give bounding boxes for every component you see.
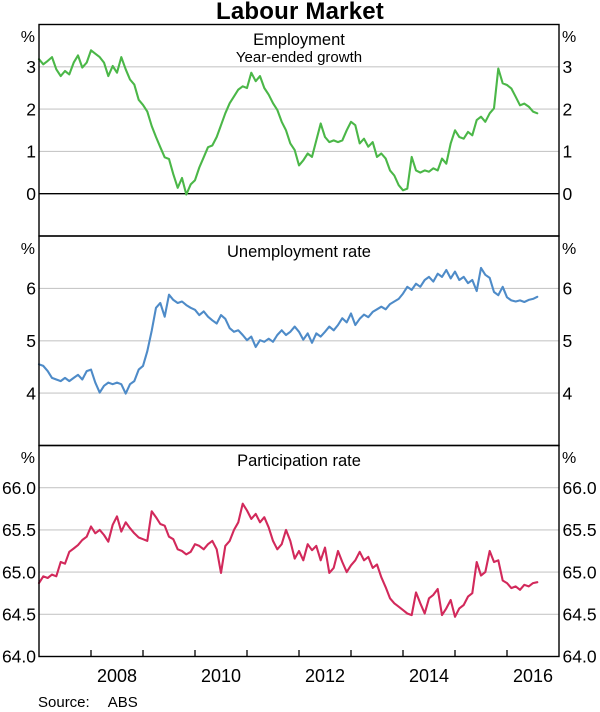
y-tick-label-left: 64.0 xyxy=(2,647,36,667)
x-axis-label-2012: 2012 xyxy=(304,666,346,686)
y-tick-label-right: 3 xyxy=(563,57,573,77)
y-tick-label-left: 5 xyxy=(26,331,36,351)
y-axis-unit-right-employment: % xyxy=(562,29,577,46)
y-axis-unit-left-unemployment: % xyxy=(20,241,35,258)
y-tick-label-left: 66.0 xyxy=(2,478,36,498)
y-tick-label-right: 66.0 xyxy=(563,478,597,498)
y-tick-label-left: 1 xyxy=(26,142,36,162)
data-line-0 xyxy=(37,49,539,196)
y-tick-label-left: 3 xyxy=(26,57,36,77)
y-tick-label-left: 65.0 xyxy=(2,562,36,582)
y-axis-unit-right-participation: % xyxy=(562,450,577,467)
y-tick-label-right: 1 xyxy=(563,142,573,162)
y-tick-label-right: 65.5 xyxy=(563,520,597,540)
y-tick-label-right: 64.5 xyxy=(563,605,597,625)
data-line-2 xyxy=(37,502,539,618)
y-tick-label-right: 6 xyxy=(563,279,573,299)
y-tick-label-right: 5 xyxy=(563,331,573,351)
source-label: Source: xyxy=(38,694,90,711)
y-axis-unit-left-participation: % xyxy=(20,450,35,467)
y-tick-label-right: 2 xyxy=(563,99,573,119)
y-tick-label-left: 4 xyxy=(26,383,36,403)
y-tick-label-left: 65.5 xyxy=(2,520,36,540)
data-line-1 xyxy=(37,266,539,395)
source-value: ABS xyxy=(107,694,138,711)
y-tick-label-left: 6 xyxy=(26,279,36,299)
source-note: Source: ABS xyxy=(38,694,138,711)
y-tick-label-left: 2 xyxy=(26,99,36,119)
x-axis-label-2014: 2014 xyxy=(408,666,450,686)
x-axis-label-2008: 2008 xyxy=(96,666,138,686)
x-axis-label-2010: 2010 xyxy=(200,666,242,686)
figure-title: Labour Market xyxy=(216,0,384,25)
y-tick-label-left: 64.5 xyxy=(2,605,36,625)
x-axis-label-2016: 2016 xyxy=(512,666,554,686)
y-tick-label-right: 0 xyxy=(563,184,573,204)
panel-subtitle-employment: Year-ended growth xyxy=(235,49,363,66)
y-axis-unit-right-unemployment: % xyxy=(562,241,577,258)
y-axis-unit-left-employment: % xyxy=(20,29,35,46)
y-tick-label-left: 0 xyxy=(26,184,36,204)
panel-title-participation: Participation rate xyxy=(237,452,361,470)
y-tick-label-right: 4 xyxy=(563,383,573,403)
panel-title-employment: Employment xyxy=(253,31,345,49)
y-tick-label-right: 64.0 xyxy=(563,647,597,667)
y-tick-label-right: 65.0 xyxy=(563,562,597,582)
panel-title-unemployment: Unemployment rate xyxy=(227,243,371,261)
